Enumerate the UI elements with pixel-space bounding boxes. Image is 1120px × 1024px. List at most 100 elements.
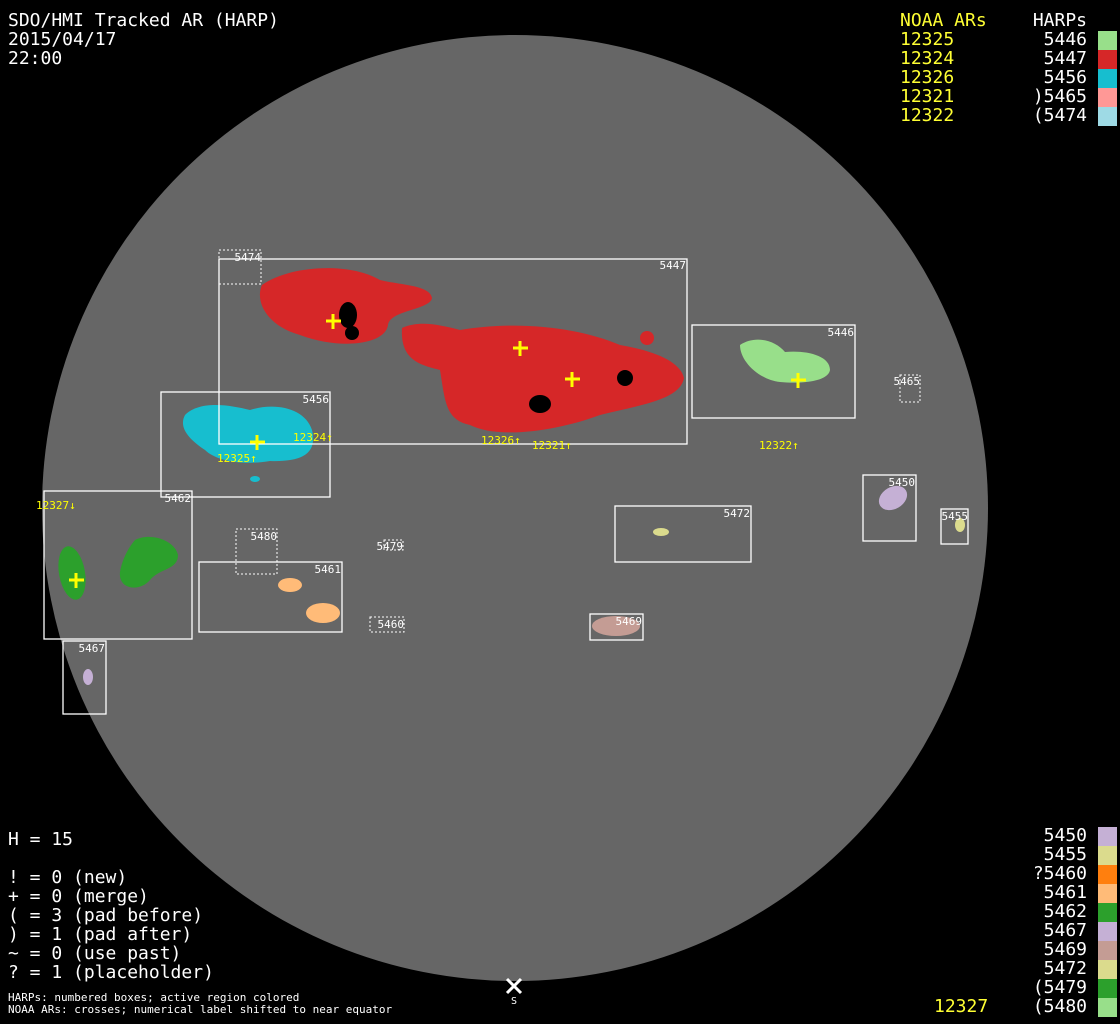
stat-line: ~ = 0 (use past) [8, 943, 182, 964]
footer-line-2: NOAA ARs: crosses; numerical label shift… [8, 1003, 393, 1016]
stat-line: ? = 1 (placeholder) [8, 962, 214, 983]
harp-number: (5479 [1032, 977, 1087, 998]
noaa-cross-icon [69, 573, 84, 588]
noaa-header: NOAA ARs [900, 10, 987, 31]
harp-color-swatch [1098, 884, 1117, 903]
harp-number: (5480 [1032, 996, 1087, 1017]
harp-number: )5465 [1032, 86, 1087, 107]
noaa-ar-number: 12324 [900, 48, 955, 69]
active-region-5469 [592, 616, 640, 636]
noaa-ar-number: 12326 [900, 67, 955, 88]
harp-box-5462 [43, 490, 193, 640]
harp-label: 5465 [894, 375, 921, 388]
harp-box-5447 [218, 258, 688, 445]
harp-label: 5472 [724, 507, 751, 520]
harp-number: 5450 [1043, 825, 1087, 846]
stat-line: ! = 0 (new) [8, 867, 128, 888]
noaa-cross-icon [565, 372, 580, 387]
harp-color-swatch [1098, 865, 1117, 884]
harp-label: 5461 [315, 563, 342, 576]
harp-number: 5447 [1043, 48, 1087, 69]
harp-color-swatch [1098, 903, 1117, 922]
harp-number: 5461 [1043, 882, 1087, 903]
harp-color-swatch [1098, 979, 1117, 998]
noaa-ar-number: 12322 [900, 105, 955, 126]
south-pole-x-icon [505, 977, 523, 995]
harp-label: 5462 [165, 492, 192, 505]
harp-box-5472 [614, 505, 752, 563]
harp-box-5465 [899, 374, 921, 403]
harp-label: 5469 [616, 615, 643, 628]
harp-label: 5456 [303, 393, 330, 406]
harp-number: 5462 [1043, 901, 1087, 922]
noaa-cross-icon [791, 373, 806, 388]
harp-box-5474 [218, 249, 262, 285]
harp-color-swatch [1098, 827, 1117, 846]
harp-number: 5455 [1043, 844, 1087, 865]
active-region-5461a [278, 578, 302, 592]
date: 2015/04/17 [8, 29, 117, 50]
title: SDO/HMI Tracked AR (HARP) [8, 10, 279, 31]
stat-line: + = 0 (merge) [8, 886, 149, 907]
harp-number: (5474 [1032, 105, 1087, 126]
harp-color-swatch [1098, 50, 1117, 69]
harp-label: 5474 [235, 251, 262, 264]
noaa-label: 12324↑ [293, 431, 333, 444]
harp-color-swatch [1098, 960, 1117, 979]
footer-line-1: HARPs: numbered boxes; active region col… [8, 991, 300, 1004]
harp-label: 5479 [377, 540, 404, 553]
harp-color-swatch [1098, 69, 1117, 88]
harp-color-swatch [1098, 998, 1117, 1017]
solar-disk [42, 35, 988, 981]
noaa-cross-icon [250, 435, 265, 450]
harp-header: HARPs [1032, 10, 1087, 31]
noaa-label: 12327↓ [36, 499, 76, 512]
noaa-label: 12322↑ [759, 439, 799, 452]
noaa-ar-number: 12321 [900, 86, 955, 107]
active-region-5462 [58, 536, 178, 600]
time: 22:00 [8, 48, 63, 69]
harp-color-swatch [1098, 941, 1117, 960]
stat-line: ( = 3 (pad before) [8, 905, 204, 926]
noaa-cross-icon [326, 314, 341, 329]
harp-box-5455 [940, 508, 969, 545]
noaa-label: 12326↑ [481, 434, 521, 447]
harp-label: 5480 [251, 530, 278, 543]
harp-box-5460 [369, 616, 405, 633]
harp-box-5450 [862, 474, 917, 542]
active-region-5455 [955, 518, 965, 532]
active-region-5456 [182, 405, 314, 482]
noaa-ar-number: 12325 [900, 29, 955, 50]
harp-box-5446 [691, 324, 856, 419]
harp-number: 5456 [1043, 67, 1087, 88]
harp-number: 5472 [1043, 958, 1087, 979]
harp-label: 5450 [889, 476, 916, 489]
active-region-5446 [740, 339, 830, 383]
harp-box-5456 [160, 391, 331, 498]
harp-label: 5447 [660, 259, 687, 272]
south-marker: S [511, 996, 517, 1007]
active-region-5472 [653, 528, 669, 536]
noaa-label: 12321↑ [532, 439, 572, 452]
harp-box-5461 [198, 561, 343, 633]
harp-color-swatch [1098, 846, 1117, 865]
harp-number: 5446 [1043, 29, 1087, 50]
harp-box-5479 [383, 539, 404, 551]
active-region-5461b [306, 603, 340, 623]
harp-color-swatch [1098, 88, 1117, 107]
harp-color-swatch [1098, 922, 1117, 941]
noaa-extra: 12327 [934, 996, 989, 1017]
harp-label: 5460 [378, 618, 405, 631]
harp-number: 5469 [1043, 939, 1087, 960]
harp-color-swatch [1098, 107, 1117, 126]
harp-label: 5446 [828, 326, 855, 339]
active-region-5467 [83, 669, 93, 685]
noaa-label: 12325↑ [217, 452, 257, 465]
harp-color-swatch [1098, 31, 1117, 50]
harp-box-5467 [62, 640, 107, 715]
harp-number: ?5460 [1032, 863, 1087, 884]
active-region-5450 [878, 485, 908, 511]
harp-label: 5455 [942, 510, 969, 523]
harp-box-5480 [235, 528, 278, 575]
